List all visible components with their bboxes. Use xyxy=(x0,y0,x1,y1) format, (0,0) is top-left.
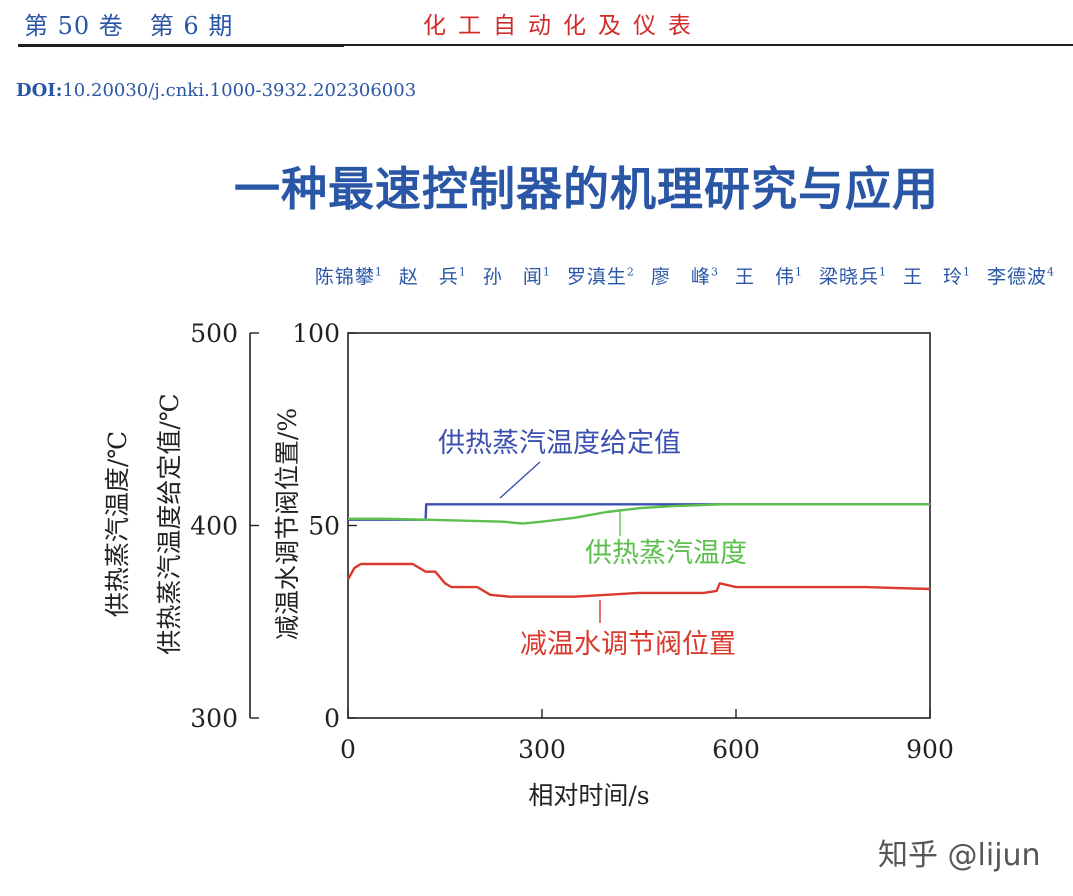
y-axis-title-temperature: 供热蒸汽温度/℃ xyxy=(103,431,132,617)
y-axis-title-setpoint: 供热蒸汽温度给定值/℃ xyxy=(155,393,184,654)
x-tick-label: 300 xyxy=(518,735,566,764)
figure: 100 50 0 500 400 300 0 300 600 900 相对时间/s 减温水调节阀位置/… xyxy=(0,300,1073,860)
y-tick-label-temperature: 400 xyxy=(190,512,238,541)
journal-name: 化工自动化及仪表 xyxy=(423,13,703,39)
y-tick-label-percent: 100 xyxy=(292,319,340,348)
author-affiliation: 1 xyxy=(542,265,551,279)
author-affiliation: 1 xyxy=(458,265,467,279)
steam-temperature-annotation: 供热蒸汽温度 xyxy=(585,538,747,569)
author-affiliation: 1 xyxy=(962,265,971,279)
paper-title: 一种最速控制器的机理研究与应用 xyxy=(234,162,939,216)
issue-label: 第 6 期 xyxy=(149,12,234,40)
doi-value[interactable]: 10.20030/j.cnki.1000-3932.202306003 xyxy=(62,80,417,101)
author-name: 王 伟 xyxy=(734,266,795,288)
x-tick-label: 0 xyxy=(340,735,356,764)
x-tick-label: 600 xyxy=(712,735,760,764)
setpoint-series-line xyxy=(348,503,930,521)
y-tick-label-percent: 0 xyxy=(324,704,340,733)
author-affiliation: 1 xyxy=(794,265,803,279)
x-axis-title: 相对时间/s xyxy=(528,781,649,810)
y-tick-label-temperature: 300 xyxy=(190,704,238,733)
watermark: 知乎 @lijun xyxy=(878,838,1041,873)
valve-position-annotation: 减温水调节阀位置 xyxy=(520,629,736,660)
author-name: 廖 峰 xyxy=(650,266,711,288)
y-tick-label-temperature: 500 xyxy=(190,319,238,348)
volume-label: 第 50 卷 xyxy=(24,12,124,40)
setpoint-annotation-leader xyxy=(499,461,541,499)
header-rule-thick xyxy=(18,44,344,47)
y-axis-title-percent: 减温水调节阀位置/% xyxy=(273,408,302,640)
journal-issue-info: 第 50 卷第 6 期 xyxy=(24,6,259,41)
author-name: 孙 闻 xyxy=(482,266,543,288)
author-affiliation: 3 xyxy=(710,265,719,279)
x-tick-label: 900 xyxy=(906,735,954,764)
valve-position-series-line xyxy=(346,562,931,598)
author-affiliation: 1 xyxy=(374,265,383,279)
author-name: 李德波 xyxy=(986,266,1047,288)
author-name: 陈锦攀 xyxy=(314,266,375,288)
header-rule-thin xyxy=(344,44,1073,46)
author-name: 罗滇生 xyxy=(566,266,627,288)
plot-frame xyxy=(347,332,931,719)
author-affiliation: 2 xyxy=(626,265,635,279)
author-affiliation: 4 xyxy=(1047,265,1055,279)
doi-line: DOI:10.20030/j.cnki.1000-3932.202306003 xyxy=(16,80,416,101)
author-name: 赵 兵 xyxy=(398,266,459,288)
setpoint-annotation: 供热蒸汽温度给定值 xyxy=(438,428,681,459)
author-name: 王 玲 xyxy=(902,266,963,288)
author-affiliation: 1 xyxy=(878,265,887,279)
steam-temperature-series-line xyxy=(348,503,930,525)
y-tick-label-percent: 50 xyxy=(308,512,340,541)
doi-label: DOI: xyxy=(16,80,63,101)
author-list: 陈锦攀1 赵 兵1 孙 闻1 罗滇生2 廖 峰3 王 伟1 梁晓兵1 王 玲1 李德波4 xyxy=(299,262,1055,289)
author-name: 梁晓兵 xyxy=(818,266,879,288)
